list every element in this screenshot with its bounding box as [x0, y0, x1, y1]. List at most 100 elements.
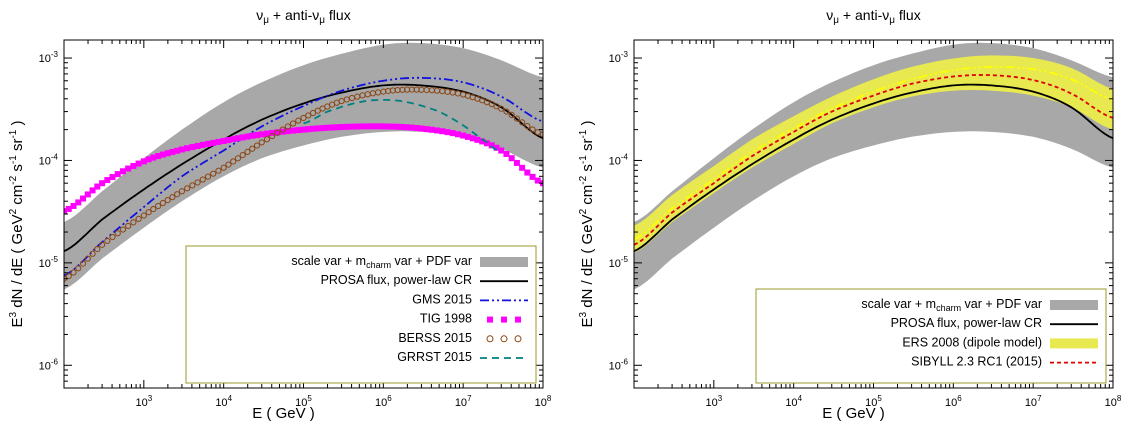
series-2-point [305, 126, 312, 133]
series-2-point [70, 202, 77, 209]
chart-panel-2: 103 104 105 106 107 108 10-6 10-5 10-4 10-3 νμ + a… [578, 7, 1122, 422]
series-3-point [84, 255, 91, 262]
series-2-point [529, 173, 536, 180]
series-2-point [343, 123, 350, 130]
series-3-point [215, 167, 222, 174]
series-2-point [418, 125, 425, 132]
series-3-point [204, 173, 212, 180]
y-tick-label: 10-5 [609, 255, 629, 270]
series-2-point [314, 125, 321, 132]
legend: scale var + mcharm var + PDF var PROSA fl… [755, 288, 1107, 384]
legend-swatch-marker [514, 335, 522, 343]
series-1 [634, 65, 1113, 241]
series-3-point [225, 161, 232, 168]
series-2-point [338, 124, 345, 131]
series-2-point [239, 134, 246, 141]
x-tick-label: 106 [945, 394, 962, 409]
series-2-point [194, 142, 201, 149]
series-3-point [145, 209, 152, 216]
series-2-point [274, 129, 281, 136]
series-3-point [269, 132, 276, 140]
legend-swatch-marker [515, 316, 521, 323]
plot-frame [633, 39, 1114, 389]
x-axis-label: E ( GeV ) [252, 405, 315, 422]
series-3-point [289, 120, 297, 127]
x-tick-label: 108 [535, 394, 552, 409]
series-2-point [225, 137, 232, 144]
legend-label: SIBYLL 2.3 RC1 (2015) [911, 355, 1042, 369]
series-2-point [109, 174, 116, 181]
series-2-point [460, 132, 467, 139]
series-2-point [364, 123, 371, 130]
y-tick-label: 10-5 [39, 255, 59, 270]
legend-swatch-band [1050, 338, 1098, 349]
x-tick-label: 107 [455, 394, 472, 409]
y-tick-label: 10-6 [609, 357, 629, 372]
series-2-point [104, 177, 111, 184]
uncertainty-band-0 [64, 42, 543, 290]
legend-swatch-band [480, 257, 528, 267]
x-axis-label: E ( GeV ) [822, 405, 885, 422]
series-2-point [64, 208, 67, 215]
series-2-point [189, 144, 196, 151]
legend-label: GMS 2015 [412, 292, 472, 306]
legend-label: PROSA flux, power-law CR [891, 316, 1042, 330]
legend-entry: scale var + mcharm var + PDF var [861, 297, 1098, 313]
y-tick-label: 10-6 [39, 357, 59, 372]
series-2-point [253, 132, 260, 139]
series-3-point [493, 103, 500, 110]
legend-entry: GRRST 2015 [397, 350, 528, 364]
series-2-point [269, 129, 276, 136]
series-3-point [534, 129, 541, 136]
series-2 [64, 123, 543, 215]
series-2-point [423, 126, 430, 133]
chart-title: νμ + anti-νμ flux [256, 7, 350, 26]
series-3-point [164, 196, 171, 204]
y-tick-label: 10-3 [39, 50, 59, 65]
legend-entry: GMS 2015 [412, 292, 528, 306]
legend-label: ERS 2008 (dipole model) [902, 335, 1042, 349]
plot-area [64, 42, 543, 290]
series-3-point [79, 260, 87, 267]
series-3-point [199, 176, 206, 183]
series-2-point [279, 128, 286, 135]
x-tick-label: 107 [1025, 394, 1042, 409]
series-2-point [99, 180, 106, 187]
series-2-point [234, 135, 241, 142]
series-2-point [428, 126, 435, 133]
series-2-point [284, 128, 291, 135]
series-2-point [369, 123, 376, 130]
series-2-point [199, 141, 206, 148]
series-2-point [464, 133, 471, 140]
series-3-point [130, 219, 137, 226]
x-tick-label: 108 [1105, 394, 1122, 409]
series-2-point [164, 150, 171, 157]
series-2-point [159, 151, 166, 158]
x-tick-label: 103 [135, 394, 152, 409]
series-2-point [493, 144, 500, 151]
series-2-point [150, 154, 157, 161]
x-tick-label: 105 [295, 394, 312, 409]
series-2 [634, 73, 1113, 246]
series-2-point [145, 156, 152, 163]
series-3-point [178, 188, 186, 195]
series-3-point [184, 185, 191, 192]
series-2-point [354, 123, 361, 130]
series-3-point [125, 222, 132, 230]
series-2-point [319, 125, 326, 132]
series-1 [64, 76, 543, 277]
uncertainty-band-0 [634, 42, 1113, 290]
legend-label: TIG 1998 [420, 312, 472, 326]
series-2-point [155, 153, 162, 160]
series-2-point [439, 128, 446, 135]
series-3-point [539, 131, 543, 138]
series-3-point [140, 212, 147, 219]
series-3-point [503, 108, 510, 115]
series-2-point [249, 132, 256, 139]
series-3-point [300, 114, 307, 122]
series-2-point [508, 155, 515, 162]
series-2-point [244, 133, 251, 140]
series-3-point [70, 269, 77, 276]
series-2-point [534, 177, 541, 184]
